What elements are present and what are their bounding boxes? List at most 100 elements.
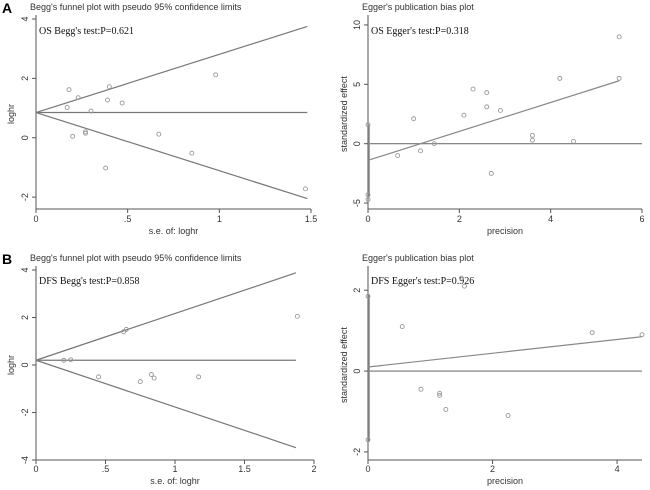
annotation-background	[38, 26, 135, 37]
data-point	[189, 150, 195, 156]
data-point	[431, 141, 437, 147]
data-point	[96, 374, 102, 380]
data-point	[462, 283, 467, 289]
y-tick-label: 2	[352, 288, 362, 293]
panel-letter-a: A	[2, 0, 12, 16]
y-axis-title: loghr	[6, 104, 16, 124]
y-tick-label: 10	[352, 20, 362, 30]
chart-panel-1: Begg's funnel plot with pseudo 95% confi…	[6, 2, 317, 236]
test-annotation: OS Egger's test:P=0.318	[371, 26, 469, 37]
data-point	[443, 407, 449, 412]
data-point	[399, 324, 405, 330]
data-point	[529, 132, 535, 138]
data-point	[529, 137, 535, 143]
data-point	[458, 275, 464, 281]
data-point	[488, 170, 494, 176]
y-tick-label: 2	[20, 76, 30, 81]
data-point	[505, 413, 511, 418]
x-tick-label: 1	[172, 464, 177, 474]
y-tick-label: -2	[20, 193, 30, 201]
data-point	[75, 95, 81, 101]
data-point	[119, 100, 125, 106]
y-axis-title: standardized effect	[339, 76, 349, 152]
data-point	[395, 153, 401, 159]
data-point	[411, 116, 417, 122]
data-point	[484, 104, 490, 110]
x-tick-label: 0	[33, 214, 38, 224]
data-point	[121, 329, 127, 335]
x-tick-label: 1.5	[238, 464, 251, 474]
data-point	[83, 130, 88, 136]
data-point	[213, 72, 219, 78]
data-point	[484, 90, 490, 96]
data-point	[151, 375, 157, 381]
y-tick-label: 0	[352, 141, 362, 146]
x-tick-label: .5	[102, 464, 110, 474]
y-tick-label: 0	[20, 135, 30, 140]
x-tick-label: 2	[457, 214, 462, 224]
data-point	[294, 313, 300, 319]
data-point	[461, 112, 467, 118]
data-point	[616, 75, 622, 81]
data-point	[106, 84, 112, 90]
y-tick-label: 0	[352, 369, 362, 374]
data-point	[137, 379, 143, 385]
y-tick-label: -4	[20, 456, 30, 464]
chart-panel-3: Begg's funnel plot with pseudo 95% confi…	[6, 253, 317, 486]
data-point	[365, 197, 371, 202]
data-point	[616, 34, 622, 40]
data-point	[103, 165, 109, 171]
data-point	[68, 357, 74, 363]
data-point	[88, 108, 94, 114]
x-tick-label: 4	[615, 464, 620, 474]
data-point	[365, 122, 371, 128]
x-tick-label: .5	[124, 214, 132, 224]
data-point	[589, 330, 595, 336]
data-point	[418, 386, 424, 392]
data-point	[365, 437, 371, 443]
chart-panels: Begg's funnel plot with pseudo 95% confi…	[6, 2, 645, 486]
x-axis-title: precision	[487, 476, 523, 486]
x-tick-label: 2	[490, 464, 495, 474]
data-point	[64, 105, 70, 110]
data-point	[365, 293, 371, 299]
data-point	[148, 372, 154, 377]
regression-line	[367, 80, 620, 161]
data-point	[156, 131, 162, 137]
data-point	[437, 390, 443, 396]
lower-confidence-limit	[35, 359, 297, 449]
x-tick-label: 0	[365, 464, 370, 474]
x-tick-label: 2	[311, 464, 316, 474]
chart-title: Egger's publication bias plot	[362, 253, 474, 263]
y-tick-label: -2	[20, 408, 30, 416]
y-tick-label: 5	[352, 82, 362, 87]
chart-title: Begg's funnel plot with pseudo 95% confi…	[30, 253, 242, 263]
annotation-background	[370, 26, 470, 37]
data-point	[66, 87, 72, 93]
y-tick-label: 0	[20, 362, 30, 367]
data-point	[196, 374, 202, 380]
chart-title: Begg's funnel plot with pseudo 95% confi…	[30, 2, 242, 12]
x-tick-label: 1	[217, 214, 222, 224]
data-point	[61, 357, 67, 363]
data-point	[437, 392, 443, 398]
lower-confidence-limit	[35, 111, 308, 200]
data-point	[418, 148, 423, 154]
y-axis-title: loghr	[6, 355, 16, 375]
data-point	[83, 129, 88, 135]
y-tick-label: -5	[352, 199, 362, 207]
x-tick-label: 0	[365, 214, 370, 224]
test-annotation: DFS Begg's test:P=0.858	[39, 276, 140, 287]
y-tick-label: 2	[20, 315, 30, 320]
data-point	[557, 75, 563, 81]
data-point	[365, 192, 371, 198]
data-point	[470, 86, 476, 92]
test-annotation: DFS Egger's test:P=0.926	[371, 276, 474, 287]
y-tick-label: -2	[352, 448, 362, 456]
chart-title: Egger's publication bias plot	[362, 2, 474, 12]
annotation-background	[38, 276, 141, 287]
x-axis-title: s.e. of: loghr	[150, 476, 200, 486]
annotation-background	[370, 276, 476, 287]
